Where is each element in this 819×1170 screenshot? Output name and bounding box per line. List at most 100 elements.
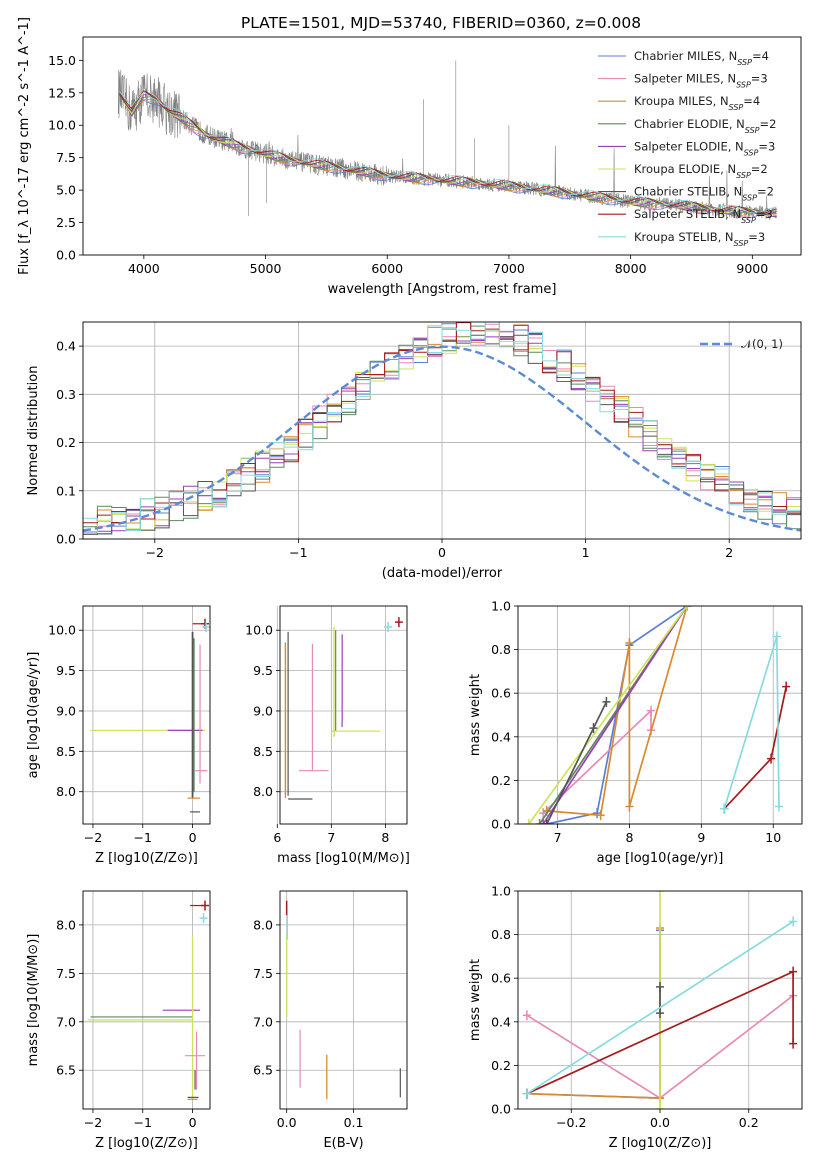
x-tick-label: 1	[582, 545, 590, 560]
y-tick-label: 0.6	[491, 971, 511, 986]
observed-spectrum	[118, 60, 777, 220]
data-point	[202, 621, 210, 632]
data-point	[201, 900, 210, 911]
data-point	[625, 638, 634, 649]
data-point	[789, 1038, 798, 1049]
data-point	[522, 1010, 531, 1021]
x-tick-label: 8	[381, 830, 389, 845]
legend-entry: Salpeter ELODIE, NSSP=3	[634, 139, 775, 157]
x-tick-label: 10	[765, 830, 781, 845]
spectrum-frame	[82, 36, 802, 256]
y-tick-label: 0.4	[491, 729, 511, 744]
residuals-x-axis-label: (data-model)/error	[382, 566, 503, 581]
x-tick-label: −2	[84, 830, 102, 845]
y-tick-label: 0.2	[56, 435, 76, 450]
x-tick-label: 0.2	[739, 1115, 759, 1130]
data-point	[589, 723, 598, 734]
y-tick-label: 10.0	[48, 623, 76, 638]
mass-vs-ebv-frame	[279, 890, 408, 1110]
data-point	[539, 808, 548, 819]
y-tick-label: 10.0	[48, 118, 76, 133]
mass-vs-ebv-plot-area	[285, 900, 401, 1100]
y-tick-label: 0.0	[491, 817, 511, 832]
y-tick-label: 8.0	[56, 917, 76, 932]
mass-vs-Z-x-axis-label: Z [log10(Z/Z⊙)]	[95, 1136, 198, 1151]
weight-series-line	[546, 701, 608, 824]
x-tick-label: 2	[725, 545, 733, 560]
y-tick-label: 0.2	[491, 1058, 511, 1073]
x-tick-label: 8	[625, 830, 633, 845]
x-tick-label: 0	[189, 830, 197, 845]
age-vs-mass-panel: 6 7 8 8.0 8.5 9.0 9.5 10.0 mass [log10(M/M⊙)]	[245, 605, 410, 866]
data-point	[782, 681, 791, 692]
residual-histogram	[83, 322, 801, 531]
legend-entry: Chabrier MILES, NSSP=4	[634, 49, 769, 67]
weight-vs-Z-plot-area	[522, 891, 798, 1109]
data-point	[774, 801, 783, 812]
weight-vs-age-y-axis-label: mass weight	[468, 674, 483, 756]
x-tick-label: 0	[438, 545, 446, 560]
y-tick-label: 0.8	[491, 642, 511, 657]
data-point	[394, 617, 403, 628]
weight-vs-age-panel: 7 8 9 10 0.0 0.2 0.4 0.6 0.8 1.0 age [log10(age/yr…	[468, 599, 803, 866]
residuals-frame	[82, 321, 802, 540]
data-point	[767, 753, 776, 764]
weight-vs-Z-frame	[517, 890, 803, 1110]
y-tick-label: 7.5	[253, 966, 273, 981]
age-vs-Z-x-axis-label: Z [log10(Z/Z⊙)]	[95, 851, 198, 866]
residuals-plot-area	[83, 322, 801, 535]
y-tick-label: 6.5	[253, 1063, 273, 1078]
weight-vs-age-x-axis-label: age [log10(age/yr)]	[597, 851, 724, 866]
y-tick-label: 1.0	[491, 599, 511, 614]
y-tick-label: 9.0	[56, 703, 76, 718]
model-spectrum	[119, 90, 777, 215]
age-vs-mass-x-axis-label: mass [log10(M/M⊙)]	[277, 851, 410, 866]
x-tick-label: 9000	[736, 261, 768, 276]
data-point	[625, 801, 634, 812]
data-point	[602, 696, 611, 707]
y-tick-label: 5.0	[56, 183, 76, 198]
data-point	[682, 606, 691, 611]
y-tick-label: 0.4	[56, 339, 76, 354]
x-tick-label: 6000	[371, 261, 403, 276]
y-tick-label: 0.1	[56, 483, 76, 498]
age-vs-Z-panel: −2 −1 0 8.0 8.5 9.0 9.5 10.0 Z [log10(Z/Z⊙)] age …	[26, 605, 211, 866]
data-point	[656, 891, 664, 896]
y-tick-label: 8.5	[253, 744, 273, 759]
age-vs-mass-plot-area	[284, 617, 403, 800]
weight-series-line	[526, 930, 661, 1099]
legend-entry: Kroupa MILES, NSSP=4	[634, 94, 760, 112]
weight-series-line	[546, 606, 688, 824]
x-tick-label: 9	[697, 830, 705, 845]
legend-entry: Kroupa STELIB, NSSP=3	[634, 230, 765, 248]
x-tick-label: 0.1	[344, 1115, 364, 1130]
weight-series-line	[723, 636, 780, 809]
mass-vs-Z-frame	[82, 890, 211, 1110]
x-tick-label: −1	[289, 545, 307, 560]
x-tick-label: 0	[189, 1115, 197, 1130]
data-point	[593, 808, 602, 819]
y-tick-label: 7.5	[56, 150, 76, 165]
x-tick-label: 7	[327, 830, 335, 845]
mass-vs-Z-panel: −2 −1 0 6.5 7.0 7.5 8.0 Z [log10(Z/Z⊙)] mass [lo…	[26, 890, 211, 1151]
weight-vs-Z-panel: −0.2 0.0 0.2 0.0 0.2 0.4 0.6 0.8 1.0 Z [log10(Z/Z…	[468, 884, 803, 1151]
legend-entry: Chabrier STELIB, NSSP=2	[634, 185, 774, 203]
y-tick-label: 7.5	[56, 966, 76, 981]
mass-vs-ebv-panel: 0.0 0.1 6.5 7.0 7.5 8.0 E(B-V)	[253, 890, 408, 1151]
y-tick-label: 8.0	[253, 784, 273, 799]
age-vs-Z-plot-area	[90, 618, 210, 813]
mass-vs-Z-plot-area	[87, 900, 210, 1100]
y-tick-label: 12.5	[48, 85, 76, 100]
y-tick-label: 7.0	[253, 1014, 273, 1029]
x-tick-label: 6	[273, 830, 281, 845]
data-point	[522, 1088, 531, 1099]
x-tick-label: 7000	[493, 261, 525, 276]
x-tick-label: −0.2	[556, 1115, 586, 1130]
y-tick-label: 6.5	[56, 1063, 76, 1078]
reference-legend-label: 𝒩(0, 1)	[741, 337, 783, 351]
y-tick-label: 9.0	[253, 703, 273, 718]
x-tick-label: 8000	[615, 261, 647, 276]
legend-entry: Salpeter STELIB, NSSP=3	[634, 207, 773, 225]
y-tick-label: 0.6	[491, 686, 511, 701]
